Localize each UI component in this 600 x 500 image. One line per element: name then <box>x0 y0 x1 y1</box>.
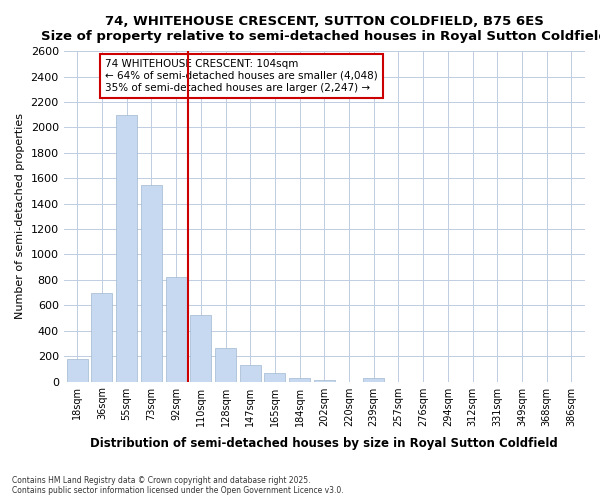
Bar <box>141 184 162 382</box>
Bar <box>91 292 112 382</box>
Title: 74, WHITEHOUSE CRESCENT, SUTTON COLDFIELD, B75 6ES
Size of property relative to : 74, WHITEHOUSE CRESCENT, SUTTON COLDFIEL… <box>41 15 600 43</box>
Y-axis label: Number of semi-detached properties: Number of semi-detached properties <box>15 114 25 320</box>
Bar <box>166 276 187 382</box>
Text: 74 WHITEHOUSE CRESCENT: 104sqm
← 64% of semi-detached houses are smaller (4,048): 74 WHITEHOUSE CRESCENT: 104sqm ← 64% of … <box>106 60 378 92</box>
Bar <box>67 360 88 382</box>
Bar <box>116 114 137 382</box>
Bar <box>265 374 286 382</box>
Bar <box>289 378 310 382</box>
Bar <box>314 380 335 382</box>
Bar <box>190 315 211 382</box>
Bar <box>215 348 236 382</box>
X-axis label: Distribution of semi-detached houses by size in Royal Sutton Coldfield: Distribution of semi-detached houses by … <box>91 437 558 450</box>
Text: Contains HM Land Registry data © Crown copyright and database right 2025.
Contai: Contains HM Land Registry data © Crown c… <box>12 476 344 495</box>
Bar <box>363 378 384 382</box>
Bar <box>240 365 261 382</box>
